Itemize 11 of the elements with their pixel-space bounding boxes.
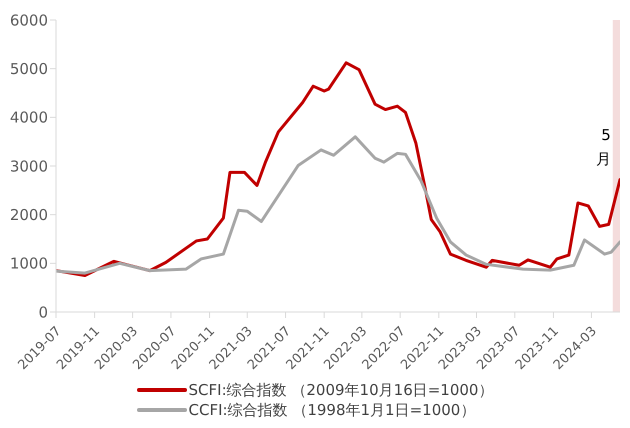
y-tick-label: 3000 xyxy=(10,157,48,176)
legend-label: CCFI:综合指数 （1998年1月1日=1000） xyxy=(188,400,476,420)
y-tick-label: 4000 xyxy=(10,108,48,127)
legend-label: SCFI:综合指数 （2009年10月16日=1000） xyxy=(188,380,494,400)
y-tick-label: 0 xyxy=(38,303,48,322)
y-tick-label: 5000 xyxy=(10,60,48,78)
line-series xyxy=(56,61,620,277)
band-label: 5月 xyxy=(596,126,611,168)
y-tick-label: 6000 xyxy=(10,11,48,30)
y-tick-label: 2000 xyxy=(10,206,48,224)
y-tick-label: 1000 xyxy=(10,254,48,273)
